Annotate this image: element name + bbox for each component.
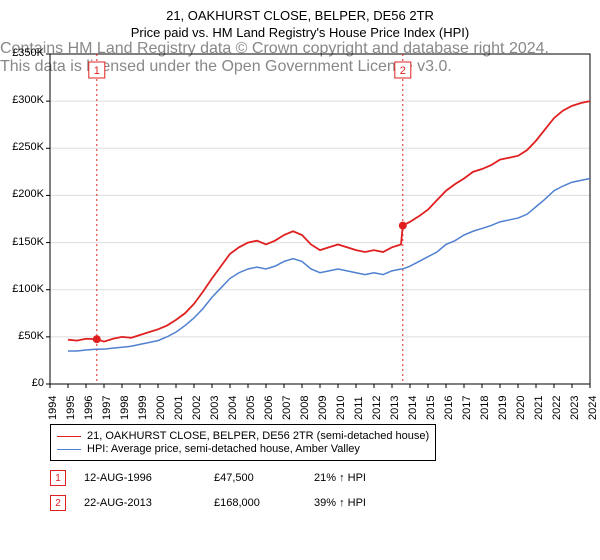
x-tick-label: 2013 <box>389 396 401 420</box>
x-tick-label: 2006 <box>263 396 275 420</box>
x-tick-label: 2002 <box>191 396 203 420</box>
x-tick-label: 1996 <box>83 396 95 420</box>
x-tick-label: 2018 <box>479 396 491 420</box>
y-tick-label: £350K <box>0 47 44 59</box>
x-tick-label: 2010 <box>335 396 347 420</box>
x-tick-label: 2020 <box>515 396 527 420</box>
marker-date: 22-AUG-2013 <box>84 497 214 509</box>
legend-box: 21, OAKHURST CLOSE, BELPER, DE56 2TR (se… <box>50 424 436 461</box>
x-tick-label: 2007 <box>281 396 293 420</box>
y-tick-label: £250K <box>0 141 44 153</box>
x-tick-label: 2014 <box>407 396 419 420</box>
x-tick-label: 2021 <box>533 396 545 420</box>
sale-dot-1 <box>93 335 101 343</box>
y-tick-label: £50K <box>0 330 44 342</box>
x-tick-label: 2015 <box>425 396 437 420</box>
series-hpi <box>68 178 590 351</box>
legend-label: HPI: Average price, semi-detached house,… <box>87 443 360 455</box>
x-tick-label: 1994 <box>47 396 59 420</box>
x-tick-label: 1998 <box>119 396 131 420</box>
svg-text:1: 1 <box>94 65 100 77</box>
marker-row-2: 2 22-AUG-2013£168,00039% ↑ HPI <box>50 495 414 511</box>
y-tick-label: £300K <box>0 94 44 106</box>
y-tick-label: £100K <box>0 283 44 295</box>
series-price_paid <box>68 101 590 341</box>
legend-swatch <box>57 436 81 437</box>
x-tick-label: 2008 <box>299 396 311 420</box>
marker-row-1: 1 12-AUG-1996£47,50021% ↑ HPI <box>50 470 414 486</box>
legend-swatch <box>57 449 81 450</box>
sale-dot-2 <box>399 222 407 230</box>
marker-number-box: 2 <box>50 495 66 511</box>
x-tick-label: 2000 <box>155 396 167 420</box>
x-tick-label: 1995 <box>65 396 77 420</box>
legend-label: 21, OAKHURST CLOSE, BELPER, DE56 2TR (se… <box>87 430 429 442</box>
x-tick-label: 2004 <box>227 396 239 420</box>
y-tick-label: £0 <box>0 377 44 389</box>
x-tick-label: 2009 <box>317 396 329 420</box>
x-tick-label: 2023 <box>569 396 581 420</box>
marker-date: 12-AUG-1996 <box>84 472 214 484</box>
marker-number-box: 1 <box>50 470 66 486</box>
x-tick-label: 2003 <box>209 396 221 420</box>
marker-price: £47,500 <box>214 472 314 484</box>
x-tick-label: 2019 <box>497 396 509 420</box>
x-tick-label: 2017 <box>461 396 473 420</box>
y-tick-label: £150K <box>0 236 44 248</box>
x-tick-label: 1999 <box>137 396 149 420</box>
x-tick-label: 2011 <box>353 396 365 420</box>
x-tick-label: 1997 <box>101 396 113 420</box>
x-tick-label: 2001 <box>173 396 185 420</box>
marker-delta: 21% ↑ HPI <box>314 472 414 484</box>
chart-container: 21, OAKHURST CLOSE, BELPER, DE56 2TR Pri… <box>0 0 600 560</box>
marker-delta: 39% ↑ HPI <box>314 497 414 509</box>
marker-price: £168,000 <box>214 497 314 509</box>
x-tick-label: 2022 <box>551 396 563 420</box>
svg-text:2: 2 <box>400 65 406 77</box>
x-tick-label: 2016 <box>443 396 455 420</box>
x-tick-label: 2012 <box>371 396 383 420</box>
x-tick-label: 2005 <box>245 396 257 420</box>
legend-row: HPI: Average price, semi-detached house,… <box>57 443 429 455</box>
x-tick-label: 2024 <box>587 396 599 420</box>
y-tick-label: £200K <box>0 188 44 200</box>
legend-row: 21, OAKHURST CLOSE, BELPER, DE56 2TR (se… <box>57 430 429 442</box>
